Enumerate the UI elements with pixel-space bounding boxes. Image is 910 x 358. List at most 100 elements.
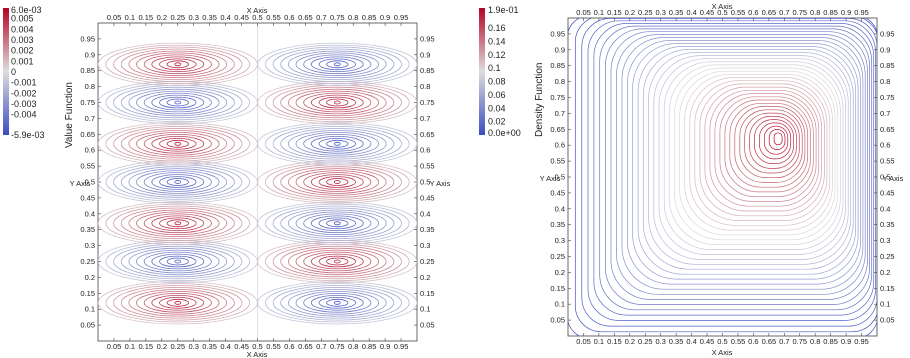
density-plot-x-tick-label-bottom: 0.5 — [717, 337, 727, 346]
density-plot-x-axis-label-bottom: X Axis — [712, 348, 733, 357]
density-contour-line — [749, 116, 797, 169]
density-contour-line — [574, 18, 877, 333]
density-plot-x-tick-label-top: 0.15 — [607, 8, 622, 17]
value-contour-line — [280, 166, 395, 198]
value-contour-line — [280, 207, 395, 240]
density-plot-y-tick-label-right: 0.55 — [880, 157, 895, 166]
density-plot-y-tick-label-right: 0.75 — [880, 93, 895, 102]
density-colorbar-title: Density Function — [534, 63, 545, 137]
density-colorbar-tick-label: 0.02 — [488, 117, 506, 127]
value-contour-line — [318, 96, 356, 109]
density-plot-x-tick-label-top: 0.25 — [638, 8, 653, 17]
value-plot-x-tick-label-bottom: 0.45 — [234, 342, 249, 351]
density-plot-x-tick-label-top: 0.1 — [594, 8, 604, 17]
density-contour-line — [679, 70, 836, 236]
value-plot-y-tick-label-right: 0.2 — [420, 273, 430, 282]
value-colorbar-title: Value Function — [64, 82, 75, 148]
value-contour-line — [113, 285, 243, 321]
value-plot-x-tick-label-bottom: 0.7 — [316, 342, 326, 351]
density-plot-y-tick-label-right: 0.15 — [880, 284, 895, 293]
density-plot-x-tick-label-top: 0.75 — [792, 8, 807, 17]
density-colorbar-tick-label: 0.04 — [488, 103, 506, 113]
value-contour-line — [128, 289, 228, 317]
value-plot-y-tick-label-right: 0.35 — [420, 225, 435, 234]
density-plot-y-tick-label-right: 0.45 — [880, 188, 895, 197]
value-plot-x-tick-label-bottom: 0.9 — [380, 342, 390, 351]
value-plot-y-tick-label-left: 0.7 — [85, 114, 95, 123]
value-plot-y-tick-label-left: 0.6 — [85, 146, 95, 155]
density-contour-line — [719, 96, 814, 198]
density-contour-line — [694, 80, 828, 221]
density-plot-y-axis-label-left: Y Axis — [540, 174, 561, 183]
value-plot-x-tick-label-bottom: 0.3 — [188, 342, 198, 351]
density-contour-line — [593, 23, 875, 316]
value-plot-x-tick-label-top: 0.15 — [138, 13, 153, 22]
density-colorbar-tick-label: 0.06 — [488, 90, 506, 100]
density-plot-x-tick-label-top: 0.45 — [700, 8, 715, 17]
value-plot-x-tick-label-bottom: 0.35 — [202, 342, 217, 351]
value-plot-y-tick-label-left: 0.45 — [80, 193, 95, 202]
value-colorbar-tick-label: 0 — [11, 67, 16, 77]
value-plot-y-tick-label-right: 0.1 — [420, 305, 430, 314]
value-contour-line — [174, 221, 182, 226]
value-contour-line — [159, 296, 197, 309]
value-contour-line — [333, 259, 341, 264]
value-plot-x-tick-label-top: 0.1 — [125, 13, 135, 22]
density-plot-y-tick-label-left: 0.85 — [550, 61, 565, 70]
density-contour-line — [704, 86, 822, 212]
value-colorbar-tick-label: 0.002 — [11, 46, 34, 56]
value-contour-line — [280, 287, 395, 319]
value-plot-y-tick-label-right: 0.5 — [420, 178, 430, 187]
value-contour-line — [264, 124, 410, 164]
value-contour-line — [318, 138, 356, 150]
value-contour-line — [174, 62, 182, 67]
value-contour-line — [159, 138, 197, 150]
density-colorbar-tick-label: 0.12 — [488, 50, 506, 60]
density-contour-line — [605, 28, 870, 305]
density-plot-x-tick-label-bottom: 0.2 — [625, 337, 635, 346]
density-contour-line — [599, 25, 873, 311]
value-plot-x-tick-label-bottom: 0.55 — [266, 342, 281, 351]
value-contour-line — [136, 249, 220, 274]
value-contour-line — [105, 283, 251, 323]
density-contour-line — [627, 40, 861, 285]
value-plot-x-tick-label-top: 0.5 — [252, 13, 262, 22]
value-contour-line — [174, 141, 182, 146]
density-contour-line — [658, 58, 846, 255]
value-contour-line — [166, 219, 189, 228]
density-contour-line — [632, 43, 859, 280]
value-contour-line — [310, 56, 364, 73]
value-plot-x-tick-label-top: 0.8 — [348, 13, 358, 22]
density-contour-line — [759, 122, 792, 160]
value-colorbar-tick-label: 0.001 — [11, 56, 34, 66]
value-contour-line — [151, 215, 205, 232]
density-contour-line — [587, 20, 876, 321]
density-plot-y-tick-label-right: 0.2 — [880, 268, 890, 277]
density-contour-line — [668, 64, 841, 246]
value-contour-line — [326, 178, 349, 186]
density-contour-line — [684, 73, 833, 231]
value-contour-line — [303, 251, 372, 272]
value-contour-line — [166, 257, 189, 266]
density-colorbar: 1.9e-01 0.0e+00 0.16 0.14 0.12 0.1 0.08 0.06 0… — [479, 5, 545, 138]
value-plot-x-axis-label-top: X Axis — [247, 6, 268, 15]
density-plot-y-tick-label-left: 0.25 — [550, 252, 565, 261]
value-contour-line — [287, 50, 387, 79]
value-contour-line — [272, 46, 402, 83]
value-contour-line — [120, 86, 235, 119]
value-plot-y-tick-label-left: 0.75 — [80, 98, 95, 107]
density-contour-line — [734, 106, 806, 183]
value-contour-line — [143, 292, 212, 313]
value-contour-line — [272, 205, 402, 241]
density-plot-x-tick-label-top: 0.85 — [823, 8, 838, 17]
value-plot-y-tick-label-right: 0.05 — [420, 321, 435, 330]
density-plot-y-tick-label-right: 0.9 — [880, 45, 890, 54]
value-plot-x-tick-label-bottom: 0.75 — [330, 342, 345, 351]
value-contour-line — [136, 90, 220, 115]
value-contour-line — [159, 217, 197, 230]
value-plot-y-tick-label-left: 0.65 — [80, 130, 95, 139]
density-plot-x-tick-label-top: 0.7 — [779, 8, 789, 17]
value-contour-line — [287, 130, 387, 158]
density-plot-y-tick-label-right: 0.35 — [880, 220, 895, 229]
value-plot-y-tick-label-right: 0.7 — [420, 114, 430, 123]
